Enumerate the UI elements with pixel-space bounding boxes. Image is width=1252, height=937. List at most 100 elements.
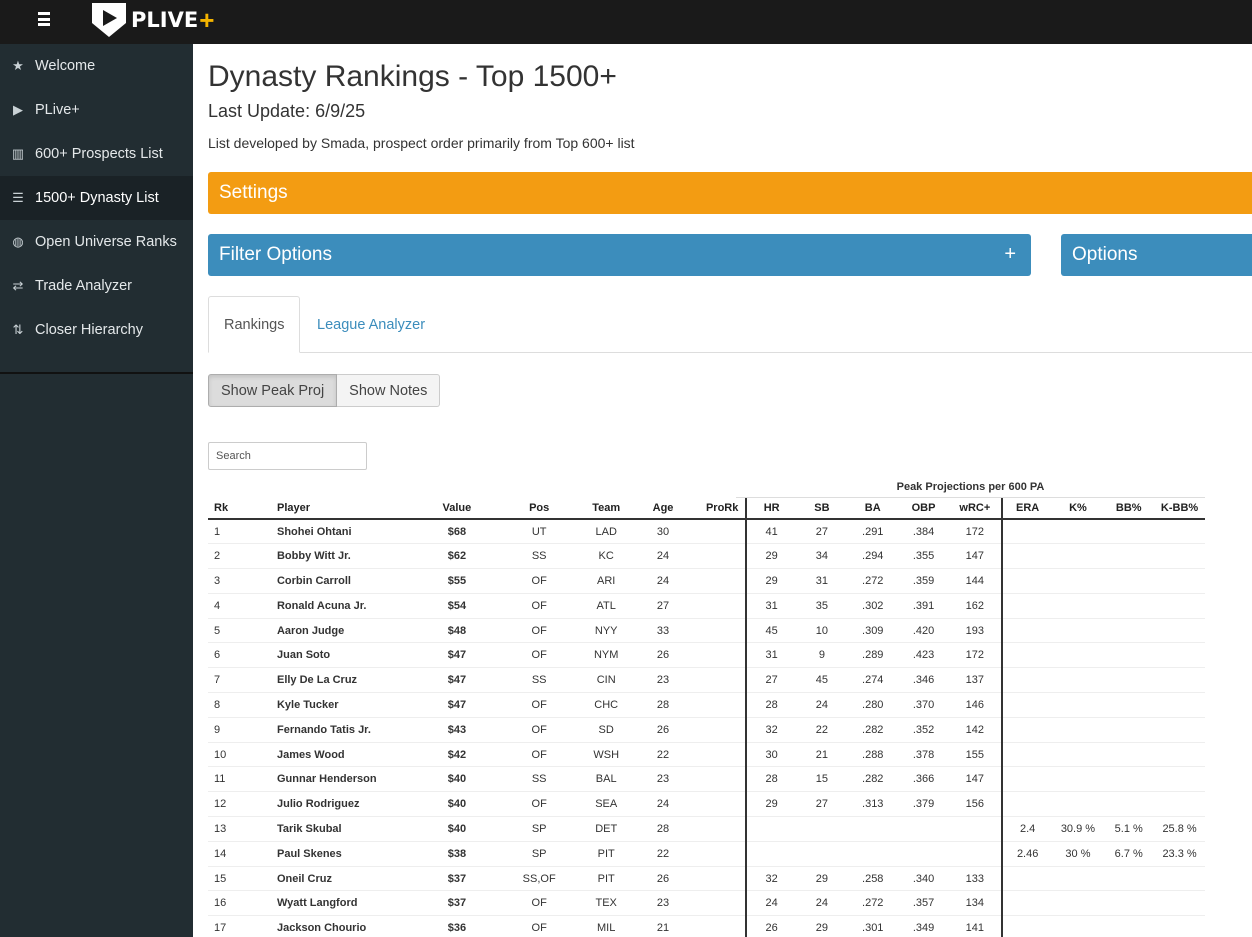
table-row[interactable]: 16 Wyatt Langford $37 OF TEX 23 24 24.272.357 13…	[208, 890, 1205, 917]
table-cell: DET	[585, 816, 627, 842]
options-panel-header[interactable]: Options	[1061, 234, 1252, 276]
sidebar-item-label: Open Universe Ranks	[35, 234, 177, 250]
table-cell: .378	[898, 742, 949, 768]
sidebar-item-open-universe-ranks[interactable]: ◍ Open Universe Ranks	[0, 220, 193, 264]
column-header-sb[interactable]: SB	[796, 498, 848, 520]
table-row[interactable]: 12 Julio Rodriguez $40 OF SEA 24 29 27.313.379 1…	[208, 791, 1205, 818]
table-cell	[1000, 866, 1053, 892]
table-cell: Bobby Witt Jr.	[270, 543, 422, 570]
table-cell: 27	[744, 667, 797, 694]
table-cell: 2.46	[1000, 841, 1053, 867]
column-header-obp[interactable]: OBP	[898, 498, 949, 520]
column-header-team[interactable]: Team	[585, 498, 627, 520]
table-cell: .309	[847, 618, 899, 644]
column-header-player[interactable]: Player	[270, 498, 422, 520]
table-cell: James Wood	[270, 742, 422, 768]
table-cell: SS	[492, 667, 586, 694]
column-header-prork[interactable]: ProRk	[699, 498, 746, 520]
logo-text: PLIVE	[131, 8, 199, 32]
column-header-hr[interactable]: HR	[744, 498, 797, 520]
table-row[interactable]: 3 Corbin Carroll $55 OF ARI 24 29 31.272.359 144	[208, 568, 1205, 594]
table-cell: 24	[744, 890, 797, 917]
settings-panel-header[interactable]: Settings	[208, 172, 1252, 214]
table-row[interactable]: 2 Bobby Witt Jr. $62 SS KC 24 29 34.294.355 147	[208, 543, 1205, 570]
show-peak-proj-button[interactable]: Show Peak Proj	[208, 374, 338, 407]
column-header-bb[interactable]: BB%	[1103, 498, 1155, 520]
table-row[interactable]: 9 Fernando Tatis Jr. $43 OF SD 26 32 22.282.352…	[208, 717, 1205, 743]
table-row[interactable]: 10 James Wood $42 OF WSH 22 30 21.288.378 155	[208, 742, 1205, 768]
sidebar-item-600-prospects-list[interactable]: ▥ 600+ Prospects List	[0, 132, 193, 176]
table-cell: $42	[421, 742, 493, 768]
table-cell: .282	[847, 717, 899, 743]
plive-logo[interactable]: PLIVE +	[90, 0, 214, 40]
table-cell: 24	[626, 543, 700, 570]
column-header-era[interactable]: ERA	[1000, 498, 1053, 520]
sidebar-item-welcome[interactable]: ★ Welcome	[0, 44, 193, 88]
table-cell	[1103, 618, 1155, 644]
table-cell: 9	[208, 717, 271, 743]
table-cell: 156	[948, 791, 1002, 818]
column-header-k-bb[interactable]: K-BB%	[1154, 498, 1205, 520]
table-cell	[1103, 642, 1155, 669]
table-row[interactable]: 13 Tarik Skubal $40 SP DET 28 2.4 30.9 % 5.1 % 25…	[208, 816, 1205, 842]
table-cell	[898, 841, 949, 867]
table-row[interactable]: 17 Jackson Chourio $36 OF MIL 21 26 29.301.349 1…	[208, 915, 1205, 937]
table-cell	[1103, 866, 1155, 892]
table-cell: Elly De La Cruz	[270, 667, 422, 694]
table-cell: OF	[492, 642, 586, 669]
table-row[interactable]: 6 Juan Soto $47 OF NYM 26 31 9.289.423 172	[208, 642, 1205, 669]
table-cell: 27	[626, 593, 700, 619]
table-row[interactable]: 8 Kyle Tucker $47 OF CHC 28 28 24.280.370 146	[208, 692, 1205, 718]
table-cell: Fernando Tatis Jr.	[270, 717, 422, 743]
column-header-ba[interactable]: BA	[847, 498, 899, 520]
column-header-rk[interactable]: Rk	[208, 498, 271, 520]
table-cell	[1000, 642, 1053, 669]
table-cell	[1052, 519, 1104, 545]
table-cell	[1103, 543, 1155, 570]
hamburger-menu-icon[interactable]	[36, 12, 52, 28]
column-header-age[interactable]: Age	[626, 498, 700, 520]
table-cell: 1	[208, 519, 271, 545]
home-plate-logo-icon	[92, 3, 126, 37]
table-cell: 30 %	[1052, 841, 1104, 867]
sidebar-item-label: PLive+	[35, 102, 80, 118]
table-cell: 31	[744, 642, 797, 669]
table-cell	[1052, 593, 1104, 619]
tab-rankings[interactable]: Rankings	[208, 296, 301, 353]
search-input[interactable]	[208, 442, 367, 470]
sidebar-item-1500-dynasty-list[interactable]: ☰ 1500+ Dynasty List	[0, 176, 193, 220]
table-cell: .346	[898, 667, 949, 694]
show-notes-button[interactable]: Show Notes	[337, 374, 441, 407]
tab-league-analyzer[interactable]: League Analyzer	[317, 316, 426, 333]
column-header-pos[interactable]: Pos	[492, 498, 586, 520]
table-row[interactable]: 11 Gunnar Henderson $40 SS BAL 23 28 15.282.366…	[208, 766, 1205, 793]
table-cell: 41	[744, 519, 797, 545]
table-cell: .294	[847, 543, 899, 570]
column-header-k[interactable]: K%	[1052, 498, 1104, 520]
column-header-value[interactable]: Value	[421, 498, 493, 520]
table-row[interactable]: 1 Shohei Ohtani $68 UT LAD 30 41 27.291.384 172	[208, 519, 1205, 545]
table-row[interactable]: 4 Ronald Acuna Jr. $54 OF ATL 27 31 35.302.391 1…	[208, 593, 1205, 619]
table-cell: $55	[421, 568, 493, 594]
table-cell: 15	[208, 866, 271, 892]
table-cell	[1052, 890, 1104, 917]
table-cell: 6.7 %	[1103, 841, 1155, 867]
column-header-wrc[interactable]: wRC+	[948, 498, 1002, 520]
table-cell: 45	[796, 667, 848, 694]
table-cell	[1154, 593, 1205, 619]
table-row[interactable]: 15 Oneil Cruz $37 SS,OF PIT 26 32 29.258.340 133	[208, 866, 1205, 892]
table-row[interactable]: 7 Elly De La Cruz $47 SS CIN 23 27 45.274.346 13…	[208, 667, 1205, 694]
table-cell: 29	[796, 915, 848, 937]
sidebar-item-trade-analyzer[interactable]: ⇄ Trade Analyzer	[0, 264, 193, 308]
table-row[interactable]: 14 Paul Skenes $38 SP PIT 22 2.46 30 % 6.7 % 23.3…	[208, 841, 1205, 867]
sidebar-item-closer-hierarchy[interactable]: ⇅ Closer Hierarchy	[0, 308, 193, 352]
table-cell: .423	[898, 642, 949, 669]
sidebar-item-plive[interactable]: ▶ PLive+	[0, 88, 193, 132]
table-cell: .313	[847, 791, 899, 818]
filter-options-panel-header[interactable]: Filter Options +	[208, 234, 1031, 276]
expand-plus-icon[interactable]: +	[1004, 243, 1016, 265]
table-row[interactable]: 5 Aaron Judge $48 OF NYY 33 45 10.309.420 193	[208, 618, 1205, 644]
table-cell: ATL	[585, 593, 627, 619]
sort-icon: ⇅	[12, 322, 24, 337]
table-cell: 10	[796, 618, 848, 644]
